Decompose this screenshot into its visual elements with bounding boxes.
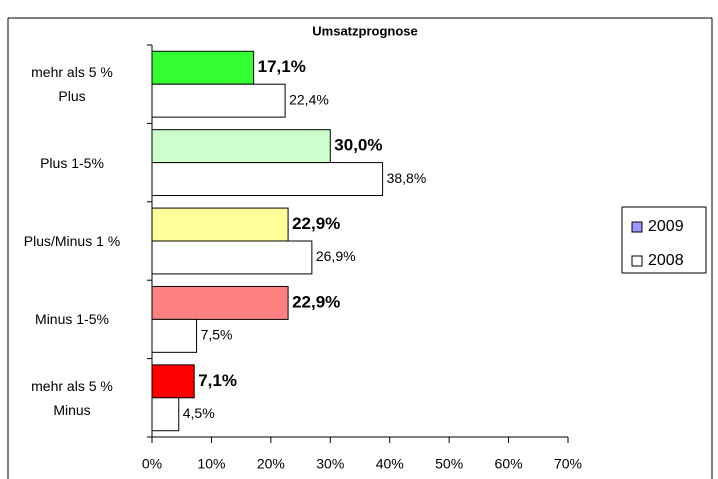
x-tick-label: 20%: [257, 456, 285, 472]
bar: [151, 364, 195, 399]
legend-swatch: [631, 221, 643, 233]
data-label: 26,9%: [316, 248, 356, 264]
bar: [151, 50, 255, 85]
y-tick-label: Plus 1-5%: [40, 154, 104, 171]
data-label: 22,9%: [292, 292, 340, 311]
y-tick-label: mehr als 5 % Plus: [31, 64, 113, 105]
x-tick-label: 70%: [554, 456, 582, 472]
data-label: 17,1%: [258, 57, 306, 76]
data-label: 22,9%: [292, 214, 340, 233]
x-tick-label: 30%: [316, 456, 344, 472]
data-label: 30,0%: [334, 136, 382, 155]
legend-label: 2008: [648, 252, 684, 269]
bar: [151, 129, 331, 164]
data-label: 7,1%: [198, 371, 237, 390]
x-tick-label: 10%: [197, 456, 225, 472]
legend-label: 2009: [648, 218, 684, 235]
x-tick-label: 0%: [142, 456, 162, 472]
data-label: 22,4%: [289, 91, 329, 107]
x-tick-label: 40%: [376, 456, 404, 472]
bar: [151, 285, 289, 320]
bar: [151, 207, 289, 242]
bar: [151, 240, 313, 275]
legend-swatch: [631, 255, 643, 267]
y-tick-label: mehr als 5 % Minus: [31, 377, 113, 418]
bar: [151, 83, 286, 118]
data-label: 7,5%: [201, 327, 233, 343]
bar: [151, 162, 384, 197]
data-label: 38,8%: [387, 170, 427, 186]
y-tick-label: Minus 1-5%: [35, 311, 109, 328]
data-label: 4,5%: [183, 405, 215, 421]
bar: [151, 397, 180, 432]
chart-title: Umsatzprognose: [312, 23, 417, 38]
y-tick-label: Plus/Minus 1 %: [23, 233, 121, 249]
bar: [151, 318, 198, 353]
x-tick-label: 50%: [435, 456, 463, 472]
x-tick-label: 60%: [495, 456, 523, 472]
